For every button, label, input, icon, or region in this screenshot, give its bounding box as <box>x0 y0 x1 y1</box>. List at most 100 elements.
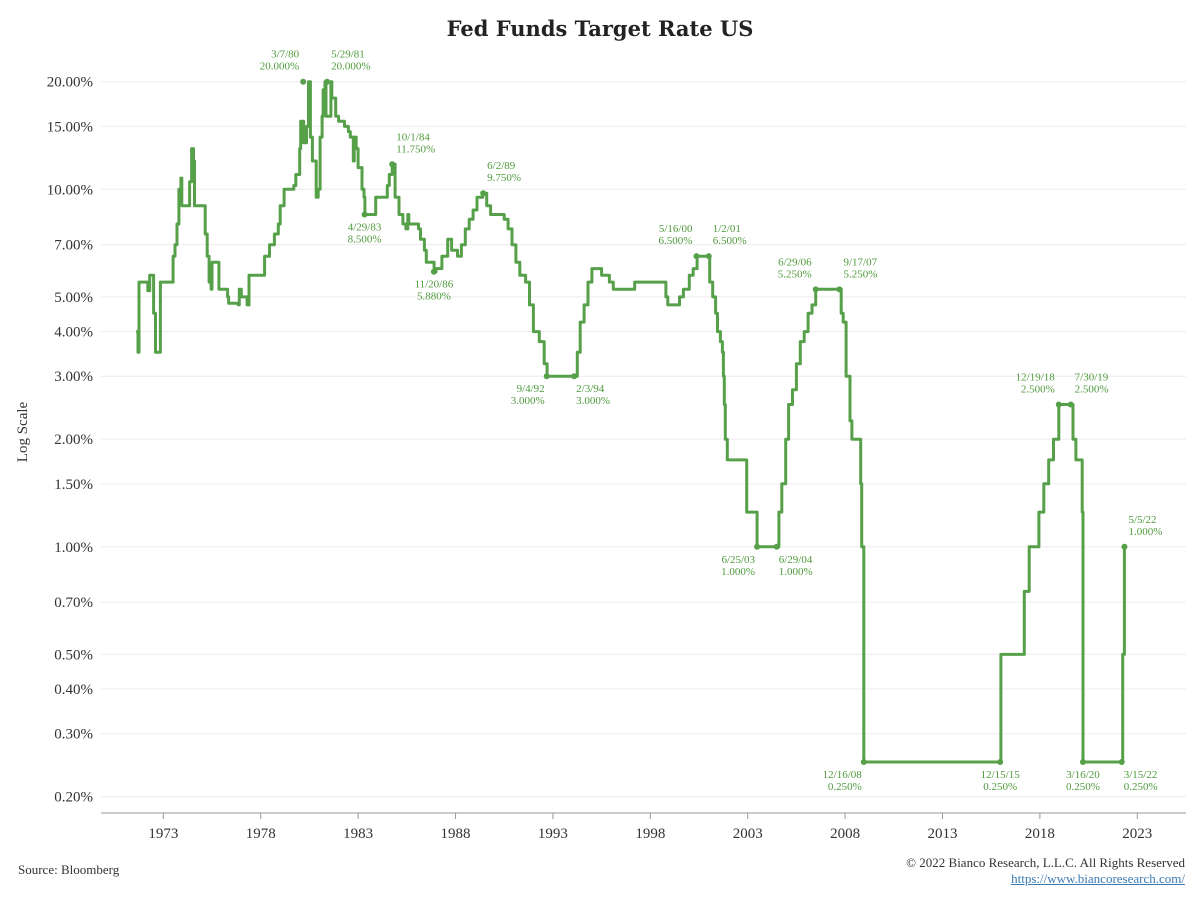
annotation-date: 6/25/03 <box>721 554 755 566</box>
y-tick-label: 7.00% <box>54 238 93 254</box>
annotation-point <box>754 543 761 550</box>
annotation-value: 8.500% <box>348 234 382 246</box>
annotation-date: 1/2/01 <box>713 223 741 235</box>
x-axis-ticks: 1973 1978 1983 1988 1993 1998 2003 2008 2013 2018… <box>148 813 1152 842</box>
y-tick-label: 15.00% <box>47 119 93 135</box>
annotation-value: 2.500% <box>1075 384 1109 396</box>
x-tick-label: 2023 <box>1122 826 1152 842</box>
x-tick-label: 1983 <box>343 826 373 842</box>
annotation-point <box>430 268 437 275</box>
y-tick-label: 2.00% <box>54 432 93 448</box>
annotation-value: 1.000% <box>1128 526 1162 538</box>
gridlines <box>101 81 1186 798</box>
annotation-point <box>324 78 331 85</box>
annotation-date: 5/16/00 <box>659 223 693 235</box>
annotation-point <box>836 286 843 293</box>
chart-title: Fed Funds Target Rate US <box>446 16 754 41</box>
annotation-value: 3.000% <box>511 395 545 407</box>
y-tick-label: 0.70% <box>54 595 93 611</box>
annotation-date: 3/16/20 <box>1066 769 1100 781</box>
annotation-date: 9/4/92 <box>517 383 545 395</box>
annotation-value: 5.880% <box>417 291 451 303</box>
annotation-point <box>1055 401 1062 408</box>
y-tick-label: 1.00% <box>54 540 93 556</box>
annotation-point <box>1121 543 1128 550</box>
y-tick-label: 0.50% <box>54 647 93 663</box>
x-tick-label: 2008 <box>830 826 860 842</box>
annotation-value: 9.750% <box>487 172 521 184</box>
annotation-date: 12/19/18 <box>1016 372 1056 384</box>
x-tick-label: 1973 <box>148 826 178 842</box>
x-tick-label: 1993 <box>538 826 568 842</box>
copyright-block: © 2022 Bianco Research, L.L.C. All Right… <box>906 855 1185 887</box>
annotation-date: 12/15/15 <box>981 769 1021 781</box>
annotation-date: 6/2/89 <box>487 160 516 172</box>
annotation-value: 1.000% <box>721 566 755 578</box>
annotation-points <box>300 78 1128 766</box>
annotation-point <box>1079 759 1086 766</box>
annotation-value: 6.500% <box>713 235 747 247</box>
y-tick-label: 0.40% <box>54 682 93 698</box>
y-tick-label: 20.00% <box>47 75 93 91</box>
annotation-value: 0.250% <box>1066 781 1100 793</box>
annotation-value: 3.000% <box>576 395 610 407</box>
annotation-date: 11/20/86 <box>415 279 454 291</box>
x-tick-label: 1988 <box>441 826 471 842</box>
y-axis-ticks: 20.00% 15.00% 10.00% 7.00% 5.00% 4.00% 3.00% 2.… <box>47 75 93 806</box>
y-tick-label: 10.00% <box>47 182 93 198</box>
y-tick-label: 4.00% <box>54 325 93 341</box>
annotation-point <box>361 211 368 218</box>
annotation-point <box>1067 401 1074 408</box>
annotation-value: 1.000% <box>779 566 813 578</box>
annotation-value: 0.250% <box>983 781 1017 793</box>
annotation-date: 9/17/07 <box>843 256 877 268</box>
website-link[interactable]: https://www.biancoresearch.com/ <box>1011 871 1185 886</box>
annotation-point <box>543 373 550 380</box>
annotation-value: 20.000% <box>260 61 299 73</box>
y-tick-label: 0.20% <box>54 790 93 806</box>
annotation-point <box>705 253 712 260</box>
annotation-date: 5/29/81 <box>331 49 365 61</box>
annotation-value: 5.250% <box>843 268 877 280</box>
annotation-value: 0.250% <box>828 781 862 793</box>
copyright-text: © 2022 Bianco Research, L.L.C. All Right… <box>906 855 1185 870</box>
annotation-point <box>571 373 578 380</box>
annotation-date: 12/16/08 <box>823 769 863 781</box>
source-note: Source: Bloomberg <box>18 862 120 877</box>
annotation-value: 6.500% <box>659 235 693 247</box>
y-tick-label: 5.00% <box>54 290 93 306</box>
annotation-point <box>300 78 307 85</box>
y-tick-label: 3.00% <box>54 369 93 385</box>
annotation-point <box>860 759 867 766</box>
annotation-value: 5.250% <box>778 268 812 280</box>
annotation-date: 7/30/19 <box>1075 372 1109 384</box>
annotation-point <box>480 190 487 197</box>
annotation-point <box>693 253 700 260</box>
y-axis-label: Log Scale <box>15 401 31 462</box>
annotation-date: 3/7/80 <box>271 49 300 61</box>
y-tick-label: 0.30% <box>54 727 93 743</box>
annotation-point <box>1118 759 1125 766</box>
x-tick-label: 2018 <box>1025 826 1055 842</box>
annotation-value: 2.500% <box>1021 384 1055 396</box>
annotation-date: 2/3/94 <box>576 383 605 395</box>
fed-rate-line <box>136 80 1126 764</box>
annotation-point <box>773 543 780 550</box>
y-tick-label: 1.50% <box>54 477 93 493</box>
annotation-value: 20.000% <box>331 61 370 73</box>
annotation-labels: 3/7/8020.000%5/29/8120.000%10/1/8411.750… <box>260 49 1163 793</box>
annotation-date: 10/1/84 <box>396 131 430 143</box>
x-tick-label: 1978 <box>246 826 276 842</box>
annotation-point <box>389 161 396 168</box>
x-tick-label: 2013 <box>928 826 958 842</box>
annotation-point <box>812 286 819 293</box>
annotation-date: 5/5/22 <box>1128 514 1156 526</box>
x-tick-label: 1998 <box>635 826 665 842</box>
x-tick-label: 2003 <box>733 826 763 842</box>
annotation-date: 6/29/06 <box>778 256 812 268</box>
annotation-value: 11.750% <box>396 143 435 155</box>
annotation-value: 0.250% <box>1124 781 1158 793</box>
annotation-date: 3/15/22 <box>1124 769 1158 781</box>
annotation-date: 6/29/04 <box>779 554 813 566</box>
